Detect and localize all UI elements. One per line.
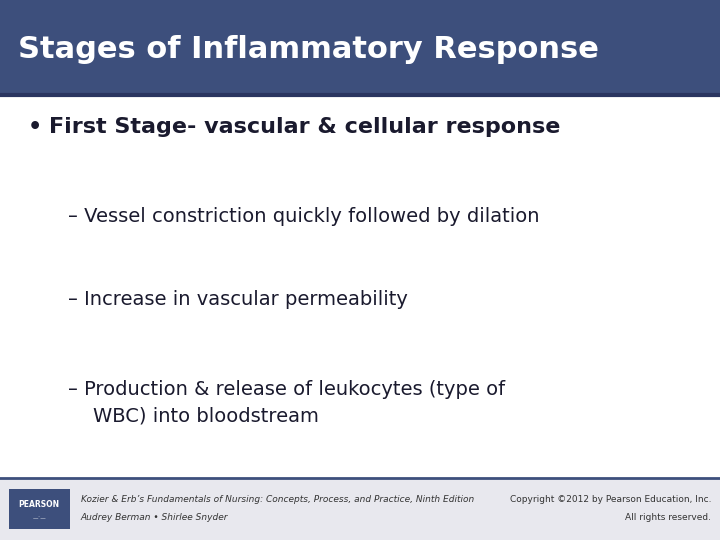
Text: – Production & release of leukocytes (type of
    WBC) into bloodstream: – Production & release of leukocytes (ty…	[68, 380, 505, 425]
Text: —˜—: —˜—	[32, 517, 46, 522]
Text: – Increase in vascular permeability: – Increase in vascular permeability	[68, 290, 408, 309]
Text: All rights reserved.: All rights reserved.	[626, 512, 711, 522]
FancyBboxPatch shape	[0, 0, 720, 94]
FancyBboxPatch shape	[0, 478, 720, 540]
Text: Copyright ©2012 by Pearson Education, Inc.: Copyright ©2012 by Pearson Education, In…	[510, 495, 711, 504]
Text: – Vessel constriction quickly followed by dilation: – Vessel constriction quickly followed b…	[68, 206, 540, 226]
FancyBboxPatch shape	[0, 94, 720, 478]
Text: Audrey Berman • Shirlee Snyder: Audrey Berman • Shirlee Snyder	[81, 512, 228, 522]
Text: PEARSON: PEARSON	[19, 500, 60, 509]
Text: •: •	[27, 117, 42, 137]
Text: Kozier & Erb’s Fundamentals of Nursing: Concepts, Process, and Practice, Ninth E: Kozier & Erb’s Fundamentals of Nursing: …	[81, 495, 474, 504]
Text: First Stage- vascular & cellular response: First Stage- vascular & cellular respons…	[49, 117, 560, 137]
FancyBboxPatch shape	[9, 489, 70, 529]
Text: Stages of Inflammatory Response: Stages of Inflammatory Response	[18, 36, 599, 64]
